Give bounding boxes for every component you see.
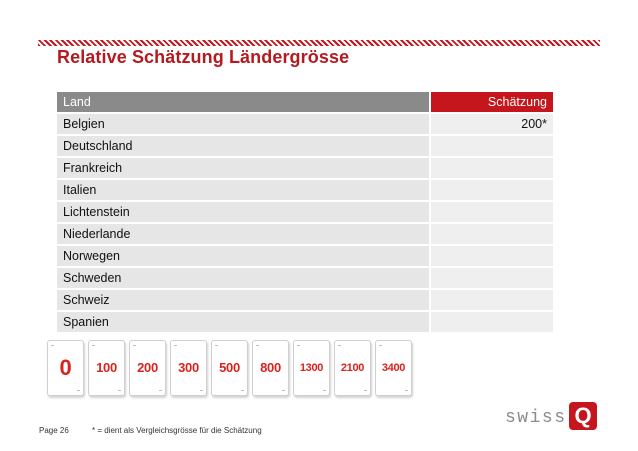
table-row: Deutschland [57,136,553,156]
footnote: * = dient als Vergleichsgrösse für die S… [92,426,262,435]
cell-country: Italien [57,180,429,200]
logo-q-mark: Q [569,402,597,430]
card-value: 100 [96,360,117,375]
cell-country: Deutschland [57,136,429,156]
table-row: Lichtenstein [57,202,553,222]
card-value: 0 [59,355,72,380]
estimation-card[interactable]: 300 [170,340,207,396]
page-number: Page 26 [39,426,69,435]
card-value: 200 [137,360,158,375]
cell-country: Niederlande [57,224,429,244]
card-value: 300 [178,360,199,375]
cell-country: Schweden [57,268,429,288]
table-row: Norwegen [57,246,553,266]
page-title: Relative Schätzung Ländergrösse [57,47,350,67]
cell-estimate[interactable] [429,268,553,288]
cell-estimate[interactable] [429,312,553,332]
cell-estimate[interactable] [429,180,553,200]
cell-country: Belgien [57,114,429,134]
estimation-card[interactable]: 1300 [293,340,330,396]
swissq-logo: swiss Q [505,402,605,436]
table-row: Belgien 200* [57,114,553,134]
estimation-card[interactable]: 200 [129,340,166,396]
table-row: Schweden [57,268,553,288]
cell-estimate[interactable] [429,290,553,310]
table-row: Italien [57,180,553,200]
cell-estimate[interactable] [429,136,553,156]
estimation-card[interactable]: 500 [211,340,248,396]
table-row: Spanien [57,312,553,332]
cell-country: Lichtenstein [57,202,429,222]
estimation-card[interactable]: 100 [88,340,125,396]
cell-country: Norwegen [57,246,429,266]
card-value: 800 [260,360,281,375]
table-row: Frankreich [57,158,553,178]
logo-wordmark: swiss [505,408,567,428]
estimation-card[interactable]: 2100 [334,340,371,396]
cell-estimate[interactable] [429,246,553,266]
table-body: Belgien 200* Deutschland Frankreich Italien L… [57,114,553,332]
estimation-card[interactable]: 800 [252,340,289,396]
decorative-top-rule [38,38,600,48]
table-row: Schweiz [57,290,553,310]
table-header-row: Land Schätzung [57,92,553,112]
cell-estimate[interactable]: 200* [429,114,553,134]
cell-estimate[interactable] [429,224,553,244]
cell-country: Schweiz [57,290,429,310]
cell-estimate[interactable] [429,202,553,222]
card-value: 3400 [381,362,406,374]
card-value: 500 [219,360,240,375]
column-header-estimate: Schätzung [429,92,553,112]
cell-country: Frankreich [57,158,429,178]
cell-estimate[interactable] [429,158,553,178]
estimation-card[interactable]: 3400 [375,340,412,396]
cell-country: Spanien [57,312,429,332]
card-value: 2100 [340,362,365,374]
card-value: 1300 [299,362,324,374]
estimation-card[interactable]: 0 [47,340,84,396]
table-row: Niederlande [57,224,553,244]
column-header-land: Land [57,92,429,112]
estimate-table: Land Schätzung Belgien 200* Deutschland Fra… [57,90,553,334]
